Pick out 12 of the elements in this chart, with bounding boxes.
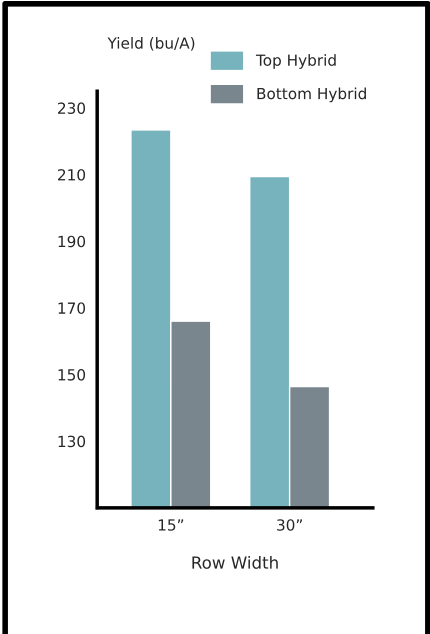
x-tick-label: 30” [277,519,302,531]
x-tick-label: 15” [158,519,184,531]
legend-label: Bottom Hybrid [257,87,366,102]
y-tick-label: 190 [58,236,86,248]
y-axis-title: Yield (bu/A) [107,36,194,51]
y-tick-label: 230 [58,102,86,114]
y-tick-label: 170 [58,302,86,314]
legend-label: Top Hybrid [256,54,336,69]
x-axis-title: Row Width [192,556,278,569]
y-tick-label: 130 [58,436,86,448]
y-tick-label: 150 [58,369,86,381]
y-tick-label: 210 [58,169,86,181]
